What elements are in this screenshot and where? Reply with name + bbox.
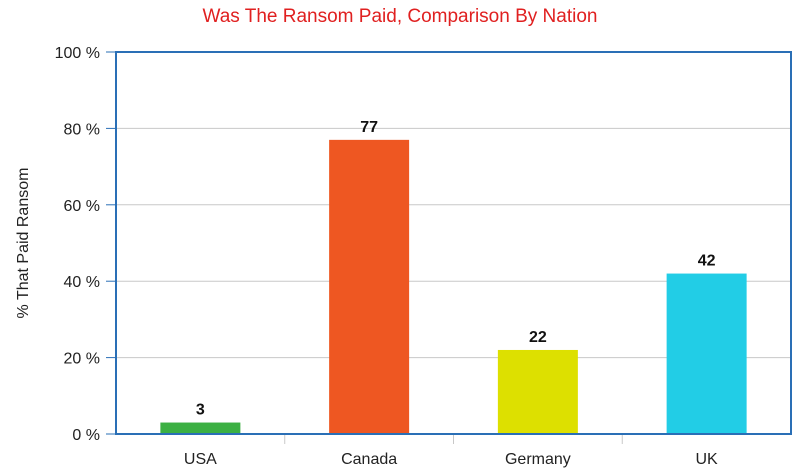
bars bbox=[160, 139, 747, 435]
axis-ticks: 0 % 20 % 40 % 60 % 80 % 100 % USA Canada Germany… bbox=[55, 45, 718, 468]
data-label: 42 bbox=[698, 253, 716, 270]
chart-title: Was The Ransom Paid, Comparison By Natio… bbox=[202, 6, 598, 27]
x-tick-label: Canada bbox=[341, 451, 397, 468]
y-tick-label: 20 % bbox=[64, 351, 100, 368]
y-tick-label: 40 % bbox=[64, 274, 100, 291]
bar-usa bbox=[160, 422, 241, 434]
x-tick-label: USA bbox=[184, 451, 217, 468]
bar-canada bbox=[329, 139, 410, 435]
bar-germany bbox=[497, 349, 578, 434]
data-labels: 3 77 22 42 bbox=[196, 119, 716, 419]
y-tick-label: 60 % bbox=[64, 198, 100, 215]
y-tick-label: 100 % bbox=[55, 45, 100, 62]
y-tick-label: 0 % bbox=[72, 427, 100, 444]
x-tick-label: UK bbox=[696, 451, 719, 468]
data-label: 77 bbox=[360, 119, 378, 136]
data-label: 3 bbox=[196, 402, 205, 419]
data-label: 22 bbox=[529, 329, 547, 346]
bar-uk bbox=[666, 273, 747, 434]
y-tick-label: 80 % bbox=[64, 121, 100, 138]
plot-frame bbox=[115, 51, 792, 435]
x-tick-label: Germany bbox=[505, 451, 571, 468]
y-axis-title: % That Paid Ransom bbox=[15, 168, 32, 319]
